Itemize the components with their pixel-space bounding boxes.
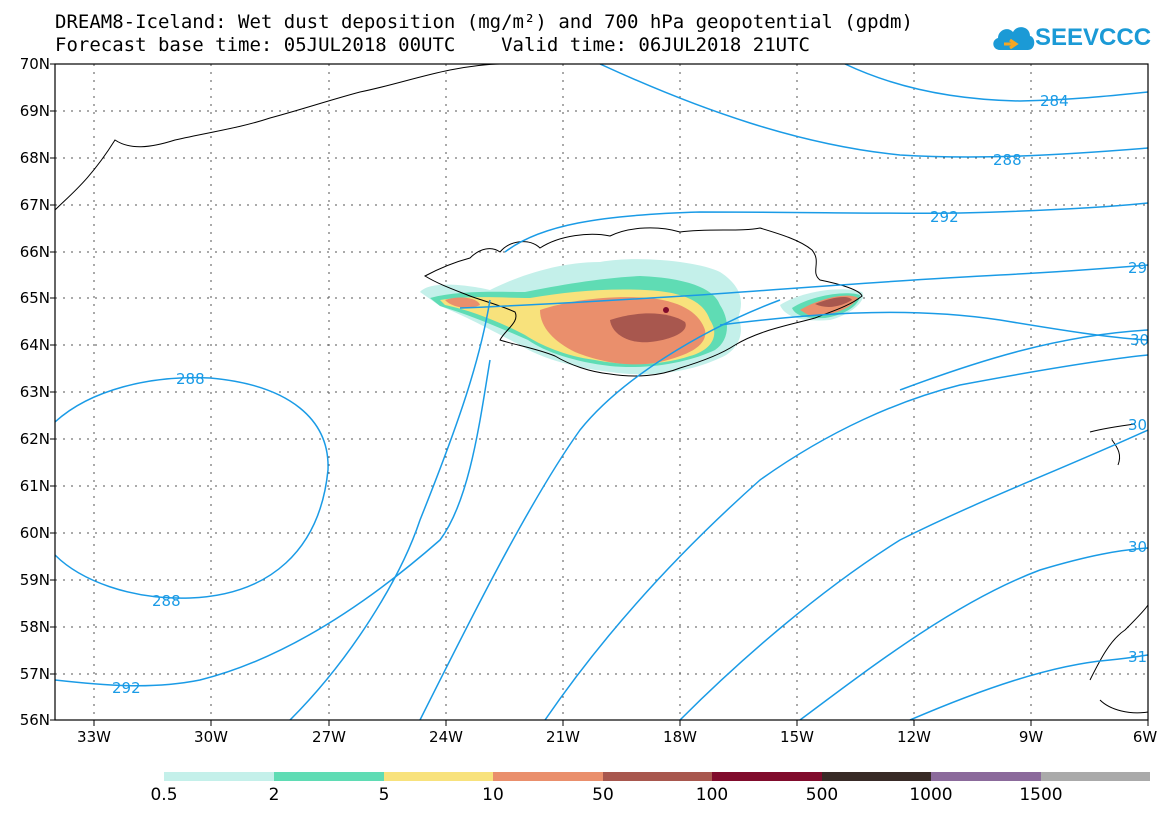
lat-label: 66N <box>19 243 50 261</box>
contour-308 <box>544 354 1148 720</box>
contour-label: 292 <box>112 679 141 697</box>
colorbar-swatch <box>384 772 493 781</box>
contour-label: 288 <box>152 592 181 610</box>
lat-label: 68N <box>19 149 50 167</box>
map-subtitle: Forecast base time: 05JUL2018 00UTC Vali… <box>55 34 810 56</box>
colorbar-label: 2 <box>268 785 280 805</box>
contour-292-north <box>504 202 1148 253</box>
colorbar-label: 500 <box>805 785 839 805</box>
dust-area-10-west <box>445 297 480 308</box>
seevccc-logo: SEEVCCC <box>990 18 1151 58</box>
faroe-coastline <box>1089 423 1136 466</box>
lon-label: 30W <box>194 728 228 746</box>
contour-312 <box>679 429 1148 720</box>
lon-label: 15W <box>780 728 814 746</box>
contour-320 <box>909 654 1148 720</box>
contour-300-a <box>289 299 491 720</box>
lat-label: 61N <box>19 477 50 495</box>
contour-label: 30 <box>1128 416 1147 434</box>
lat-label: 70N <box>19 55 50 73</box>
contour-label: 292 <box>930 208 959 226</box>
lat-label: 59N <box>19 571 50 589</box>
contour-300-b <box>719 311 1148 341</box>
contour-labels: 284 288 292 29 30 30 30 288 288 292 312 <box>112 92 1157 697</box>
lon-label: 21W <box>546 728 580 746</box>
contour-304-a <box>419 299 781 720</box>
contour-288-north <box>599 64 1148 158</box>
lon-label: 6W <box>1132 728 1158 746</box>
map-title: DREAM8-Iceland: Wet dust deposition (mg/… <box>55 11 913 33</box>
colorbar-label: 1000 <box>909 785 953 805</box>
contour-label: 30 <box>1130 331 1149 349</box>
lat-label: 62N <box>19 430 50 448</box>
dust-deposition-shading <box>420 259 864 375</box>
colorbar-label: 5 <box>378 785 390 805</box>
colorbar-swatch <box>712 772 822 781</box>
dust-area-50-east <box>815 297 852 307</box>
contour-288-low <box>55 376 329 599</box>
colorbar-swatch <box>931 772 1041 781</box>
contour-label: 288 <box>993 151 1022 169</box>
colorbar-label: 0.5 <box>150 785 178 805</box>
contour-label: 288 <box>176 370 205 388</box>
colorbar-swatch <box>493 772 603 781</box>
lat-label: 65N <box>19 289 50 307</box>
axis-ticks <box>50 63 1149 726</box>
contour-label: 312 <box>1128 648 1157 666</box>
colorbar-swatch <box>603 772 712 781</box>
lon-label: 33W <box>77 728 111 746</box>
lat-label: 63N <box>19 383 50 401</box>
contour-label: 29 <box>1128 259 1147 277</box>
iceland-coastline <box>423 227 863 377</box>
contour-292-south <box>55 359 491 687</box>
lon-label: 9W <box>1018 728 1044 746</box>
lat-label: 57N <box>19 665 50 683</box>
lat-label: 56N <box>19 711 50 729</box>
contour-304-b <box>899 329 1148 391</box>
cloud-logo-icon <box>993 27 1035 50</box>
colorbar-label: 1500 <box>1019 785 1063 805</box>
colorbar-label: 50 <box>592 785 614 805</box>
contour-label: 30 <box>1128 538 1147 556</box>
dust-area-50 <box>610 313 686 343</box>
map-gridlines <box>55 64 1148 720</box>
colorbar-label: 10 <box>482 785 504 805</box>
lat-label: 67N <box>19 196 50 214</box>
logo-text: SEEVCCC <box>1035 24 1152 51</box>
lon-label: 24W <box>429 728 463 746</box>
lat-label: 64N <box>19 336 50 354</box>
contour-label: 284 <box>1040 92 1069 110</box>
contour-296 <box>459 264 1148 309</box>
colorbar-swatch <box>164 772 274 781</box>
colorbar-swatch <box>1041 772 1150 781</box>
lon-label: 27W <box>312 728 346 746</box>
contour-316 <box>799 547 1148 720</box>
lat-label: 60N <box>19 524 50 542</box>
greenland-coastline <box>55 64 501 211</box>
lat-label: 58N <box>19 618 50 636</box>
colorbar-swatch <box>274 772 384 781</box>
lon-label: 18W <box>663 728 697 746</box>
dust-spot-100 <box>663 307 669 313</box>
contour-284 <box>844 64 1148 102</box>
scotland-coastline <box>1089 604 1148 714</box>
lon-label: 12W <box>897 728 931 746</box>
colorbar <box>164 772 1150 781</box>
geopotential-contours <box>55 64 1148 720</box>
lat-label: 69N <box>19 102 50 120</box>
colorbar-label: 100 <box>695 785 729 805</box>
coastlines <box>55 64 1148 714</box>
colorbar-swatch <box>822 772 931 781</box>
